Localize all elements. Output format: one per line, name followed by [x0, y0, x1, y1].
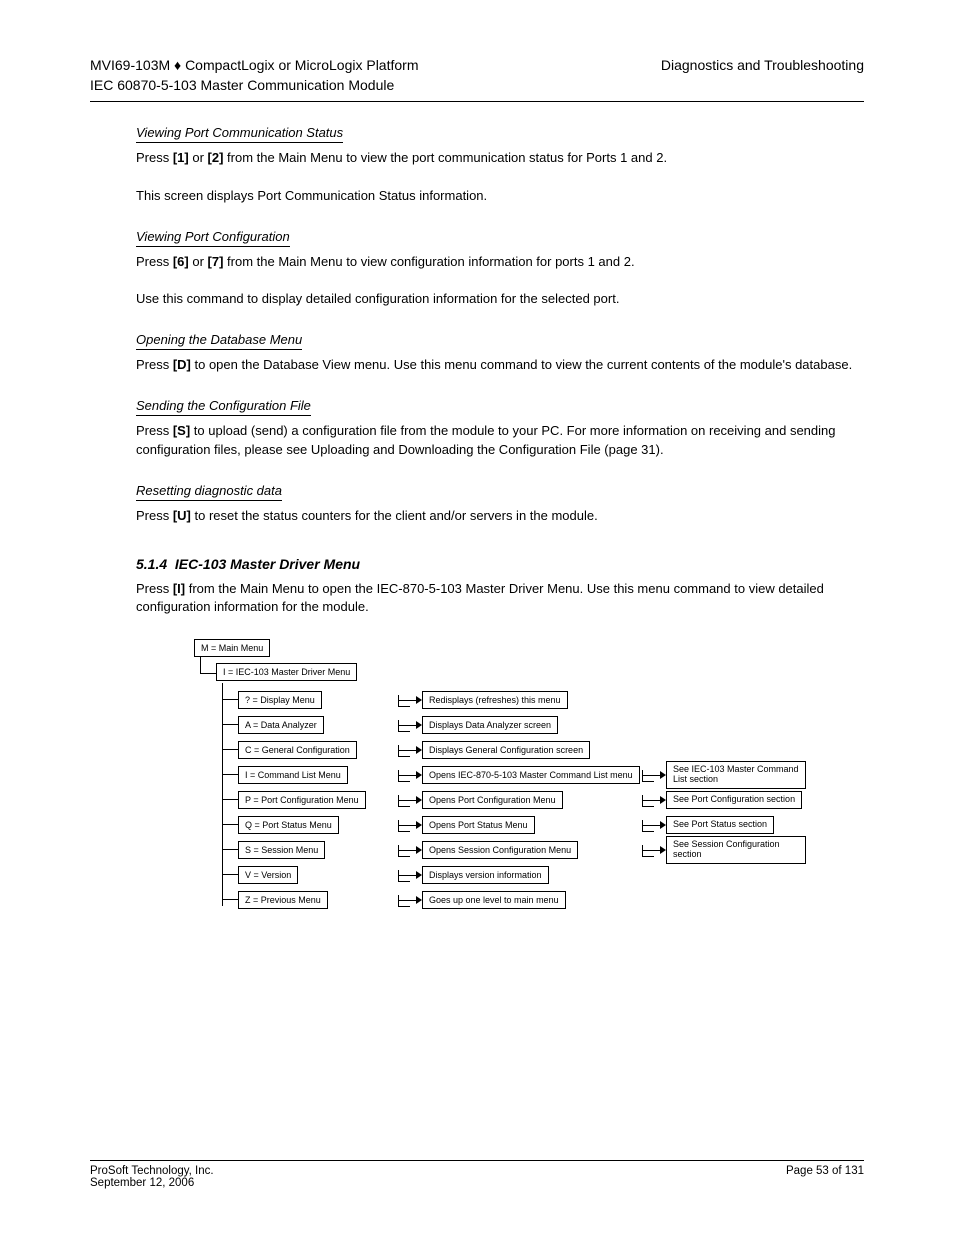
diagram-items: ? = Display Menu Redisplays (refreshes) t… [238, 687, 864, 912]
menu-desc-box: Opens Session Configuration Menu [422, 841, 578, 859]
menu-desc-box: Opens Port Status Menu [422, 816, 535, 834]
section-body-2: Press [D] to open the Database View menu… [136, 356, 864, 375]
section-title-0: Viewing Port Communication Status [136, 125, 343, 143]
page-content: Viewing Port Communication Status Press … [90, 124, 864, 912]
section-3: Sending the Configuration File Press [S]… [136, 397, 864, 460]
tree-line [222, 699, 238, 700]
menu-desc-box: Displays Data Analyzer screen [422, 716, 558, 734]
diagram-root: M = Main Menu [194, 639, 864, 657]
menu-ref-box: See Port Status section [666, 816, 774, 834]
arrow-icon [398, 741, 422, 759]
arrow-icon [398, 716, 422, 734]
page-header: MVI69-103M ♦ CompactLogix or MicroLogix … [90, 56, 864, 102]
tree-line [222, 683, 223, 906]
footer-right-line1: Page 53 of 131 [786, 1165, 864, 1177]
diagram-row: P = Port Configuration Menu Opens Port Co… [238, 787, 864, 812]
tree-line [222, 724, 238, 725]
menu-item-box: S = Session Menu [238, 841, 325, 859]
tree-line [222, 749, 238, 750]
arrow-icon [398, 866, 422, 884]
arrow-icon [642, 791, 666, 809]
page-footer: ProSoft Technology, Inc. September 12, 2… [90, 1160, 864, 1189]
menu-item-box: V = Version [238, 866, 298, 884]
diagram-row: S = Session Menu Opens Session Configurat… [238, 837, 864, 862]
diagram-sub: I = IEC-103 Master Driver Menu [216, 663, 864, 681]
menu-item-box: Q = Port Status Menu [238, 816, 339, 834]
menu-ref-box: See Session Configuration section [666, 836, 806, 864]
driver-menu-intro: Press [I] from the Main Menu to open the… [136, 580, 864, 618]
tree-line [222, 824, 238, 825]
tree-line [222, 849, 238, 850]
header-right: Diagnostics and Troubleshooting [661, 56, 864, 95]
arrow-icon [642, 766, 666, 784]
header-left: MVI69-103M ♦ CompactLogix or MicroLogix … [90, 56, 419, 95]
menu-item-box: ? = Display Menu [238, 691, 322, 709]
diagram-row: C = General Configuration Displays Genera… [238, 737, 864, 762]
diagram-row: A = Data Analyzer Displays Data Analyzer … [238, 712, 864, 737]
menu-ref-box: See Port Configuration section [666, 791, 802, 809]
section-title-2: Opening the Database Menu [136, 332, 302, 350]
tree-line [222, 774, 238, 775]
arrow-icon [398, 791, 422, 809]
menu-item-box: P = Port Configuration Menu [238, 791, 366, 809]
arrow-icon [398, 691, 422, 709]
footer-left-line2: September 12, 2006 [90, 1177, 214, 1189]
section-body-4: Press [U] to reset the status counters f… [136, 507, 864, 526]
menu-desc-box: Displays General Configuration screen [422, 741, 590, 759]
section-title-3: Sending the Configuration File [136, 398, 311, 416]
section-body-0: Press [1] or [2] from the Main Menu to v… [136, 149, 864, 206]
section-body-3: Press [S] to upload (send) a configurati… [136, 422, 864, 460]
driver-menu-heading: 5.1.4 IEC-103 Master Driver Menu [136, 556, 864, 572]
section-title-1: Viewing Port Configuration [136, 229, 290, 247]
arrow-icon [398, 891, 422, 909]
menu-item-box: C = General Configuration [238, 741, 357, 759]
tree-line [222, 799, 238, 800]
tree-line [222, 874, 238, 875]
section-title-4: Resetting diagnostic data [136, 483, 282, 501]
menu-item-box: A = Data Analyzer [238, 716, 324, 734]
arrow-icon [642, 816, 666, 834]
header-left-line2: IEC 60870-5-103 Master Communication Mod… [90, 76, 419, 96]
tree-line [222, 899, 238, 900]
footer-left-line1: ProSoft Technology, Inc. [90, 1165, 214, 1177]
menu-desc-box: Opens IEC-870-5-103 Master Command List … [422, 766, 640, 784]
section-2: Opening the Database Menu Press [D] to o… [136, 331, 864, 375]
menu-diagram: M = Main Menu I = IEC-103 Master Driver … [194, 639, 864, 912]
menu-desc-box: Opens Port Configuration Menu [422, 791, 563, 809]
menu-desc-box: Goes up one level to main menu [422, 891, 566, 909]
header-left-line1: MVI69-103M ♦ CompactLogix or MicroLogix … [90, 56, 419, 76]
arrow-icon [398, 816, 422, 834]
heading-text: IEC-103 Master Driver Menu [175, 556, 360, 572]
header-right-line1: Diagnostics and Troubleshooting [661, 56, 864, 76]
diagram-row: I = Command List Menu Opens IEC-870-5-103… [238, 762, 864, 787]
root-box: M = Main Menu [194, 639, 270, 657]
tree-line [200, 657, 201, 673]
diagram-row: Q = Port Status Menu Opens Port Status Me… [238, 812, 864, 837]
menu-desc-box: Displays version information [422, 866, 549, 884]
arrow-icon [642, 841, 666, 859]
arrow-icon [398, 841, 422, 859]
footer-left: ProSoft Technology, Inc. September 12, 2… [90, 1165, 214, 1189]
footer-right: Page 53 of 131 [786, 1165, 864, 1189]
menu-item-box: Z = Previous Menu [238, 891, 328, 909]
section-0: Viewing Port Communication Status Press … [136, 124, 864, 206]
diagram-row: ? = Display Menu Redisplays (refreshes) t… [238, 687, 864, 712]
section-1: Viewing Port Configuration Press [6] or … [136, 228, 864, 310]
sub-box: I = IEC-103 Master Driver Menu [216, 663, 357, 681]
arrow-icon [398, 766, 422, 784]
diagram-row: V = Version Displays version information [238, 862, 864, 887]
menu-item-box: I = Command List Menu [238, 766, 348, 784]
heading-number: 5.1.4 [136, 556, 167, 572]
section-body-1: Press [6] or [7] from the Main Menu to v… [136, 253, 864, 310]
diagram-row: Z = Previous Menu Goes up one level to ma… [238, 887, 864, 912]
menu-ref-box: See IEC-103 Master Command List section [666, 761, 806, 789]
menu-desc-box: Redisplays (refreshes) this menu [422, 691, 568, 709]
tree-line [200, 673, 216, 674]
section-4: Resetting diagnostic data Press [U] to r… [136, 482, 864, 526]
